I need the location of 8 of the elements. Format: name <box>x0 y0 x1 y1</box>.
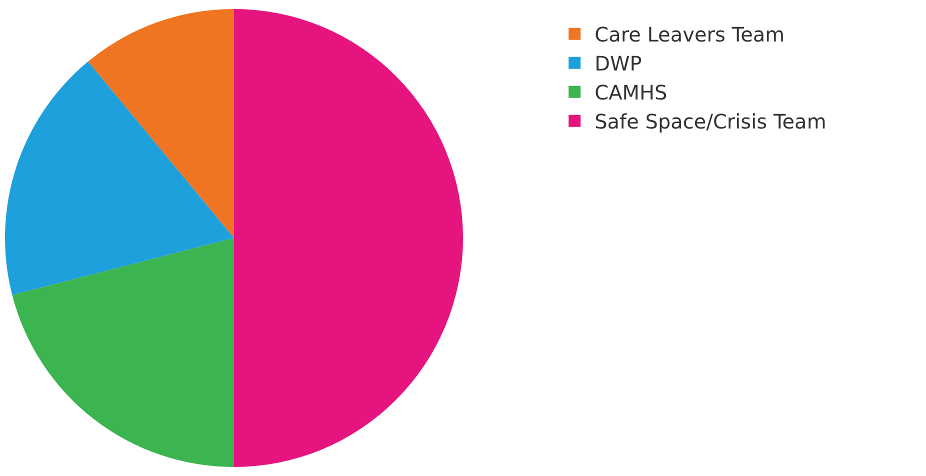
pie-slice <box>12 238 234 467</box>
legend-label: Safe Space/Crisis Team <box>594 110 826 134</box>
pie-slice <box>88 9 234 238</box>
pie-slice <box>5 62 234 295</box>
pie-slice <box>234 9 463 467</box>
legend-label: CAMHS <box>594 80 668 105</box>
legend-label: Care Leavers Team <box>594 22 785 47</box>
legend-label: DWP <box>594 52 642 76</box>
